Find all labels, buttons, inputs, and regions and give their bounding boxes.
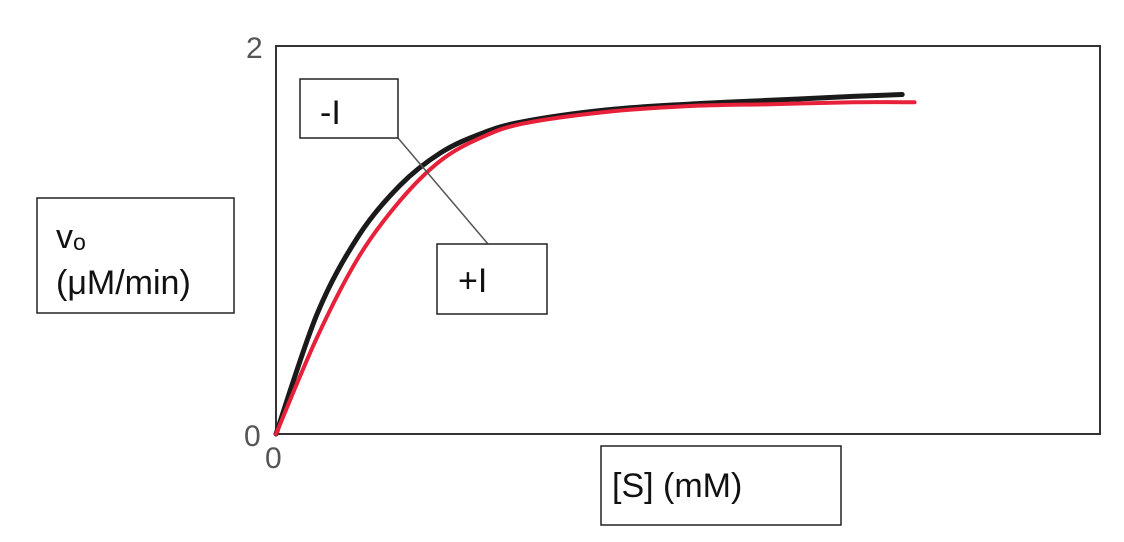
series-line-plus-i [274,100,917,436]
x-axis-label: [S] (mM) [612,467,742,505]
y-tick-label-zero: 0 [244,420,261,453]
legend-box-minus-i [299,78,399,139]
y-axis-label-line1: vₒ [56,218,86,256]
series-line-minus-i [273,92,905,437]
callout-leader-line [397,137,489,245]
plot-area-frame [275,45,1101,435]
x-axis-label-box [600,445,842,526]
y-tick-label-top: 2 [246,32,263,65]
legend-label-minus-i: -I [320,94,341,132]
legend-label-plus-i: +I [458,262,487,300]
x-tick-label-zero: 0 [265,442,282,475]
y-axis-label-line2: (μM/min) [56,264,191,302]
legend-box-plus-i [436,243,548,315]
y-axis-label-box [36,197,235,314]
